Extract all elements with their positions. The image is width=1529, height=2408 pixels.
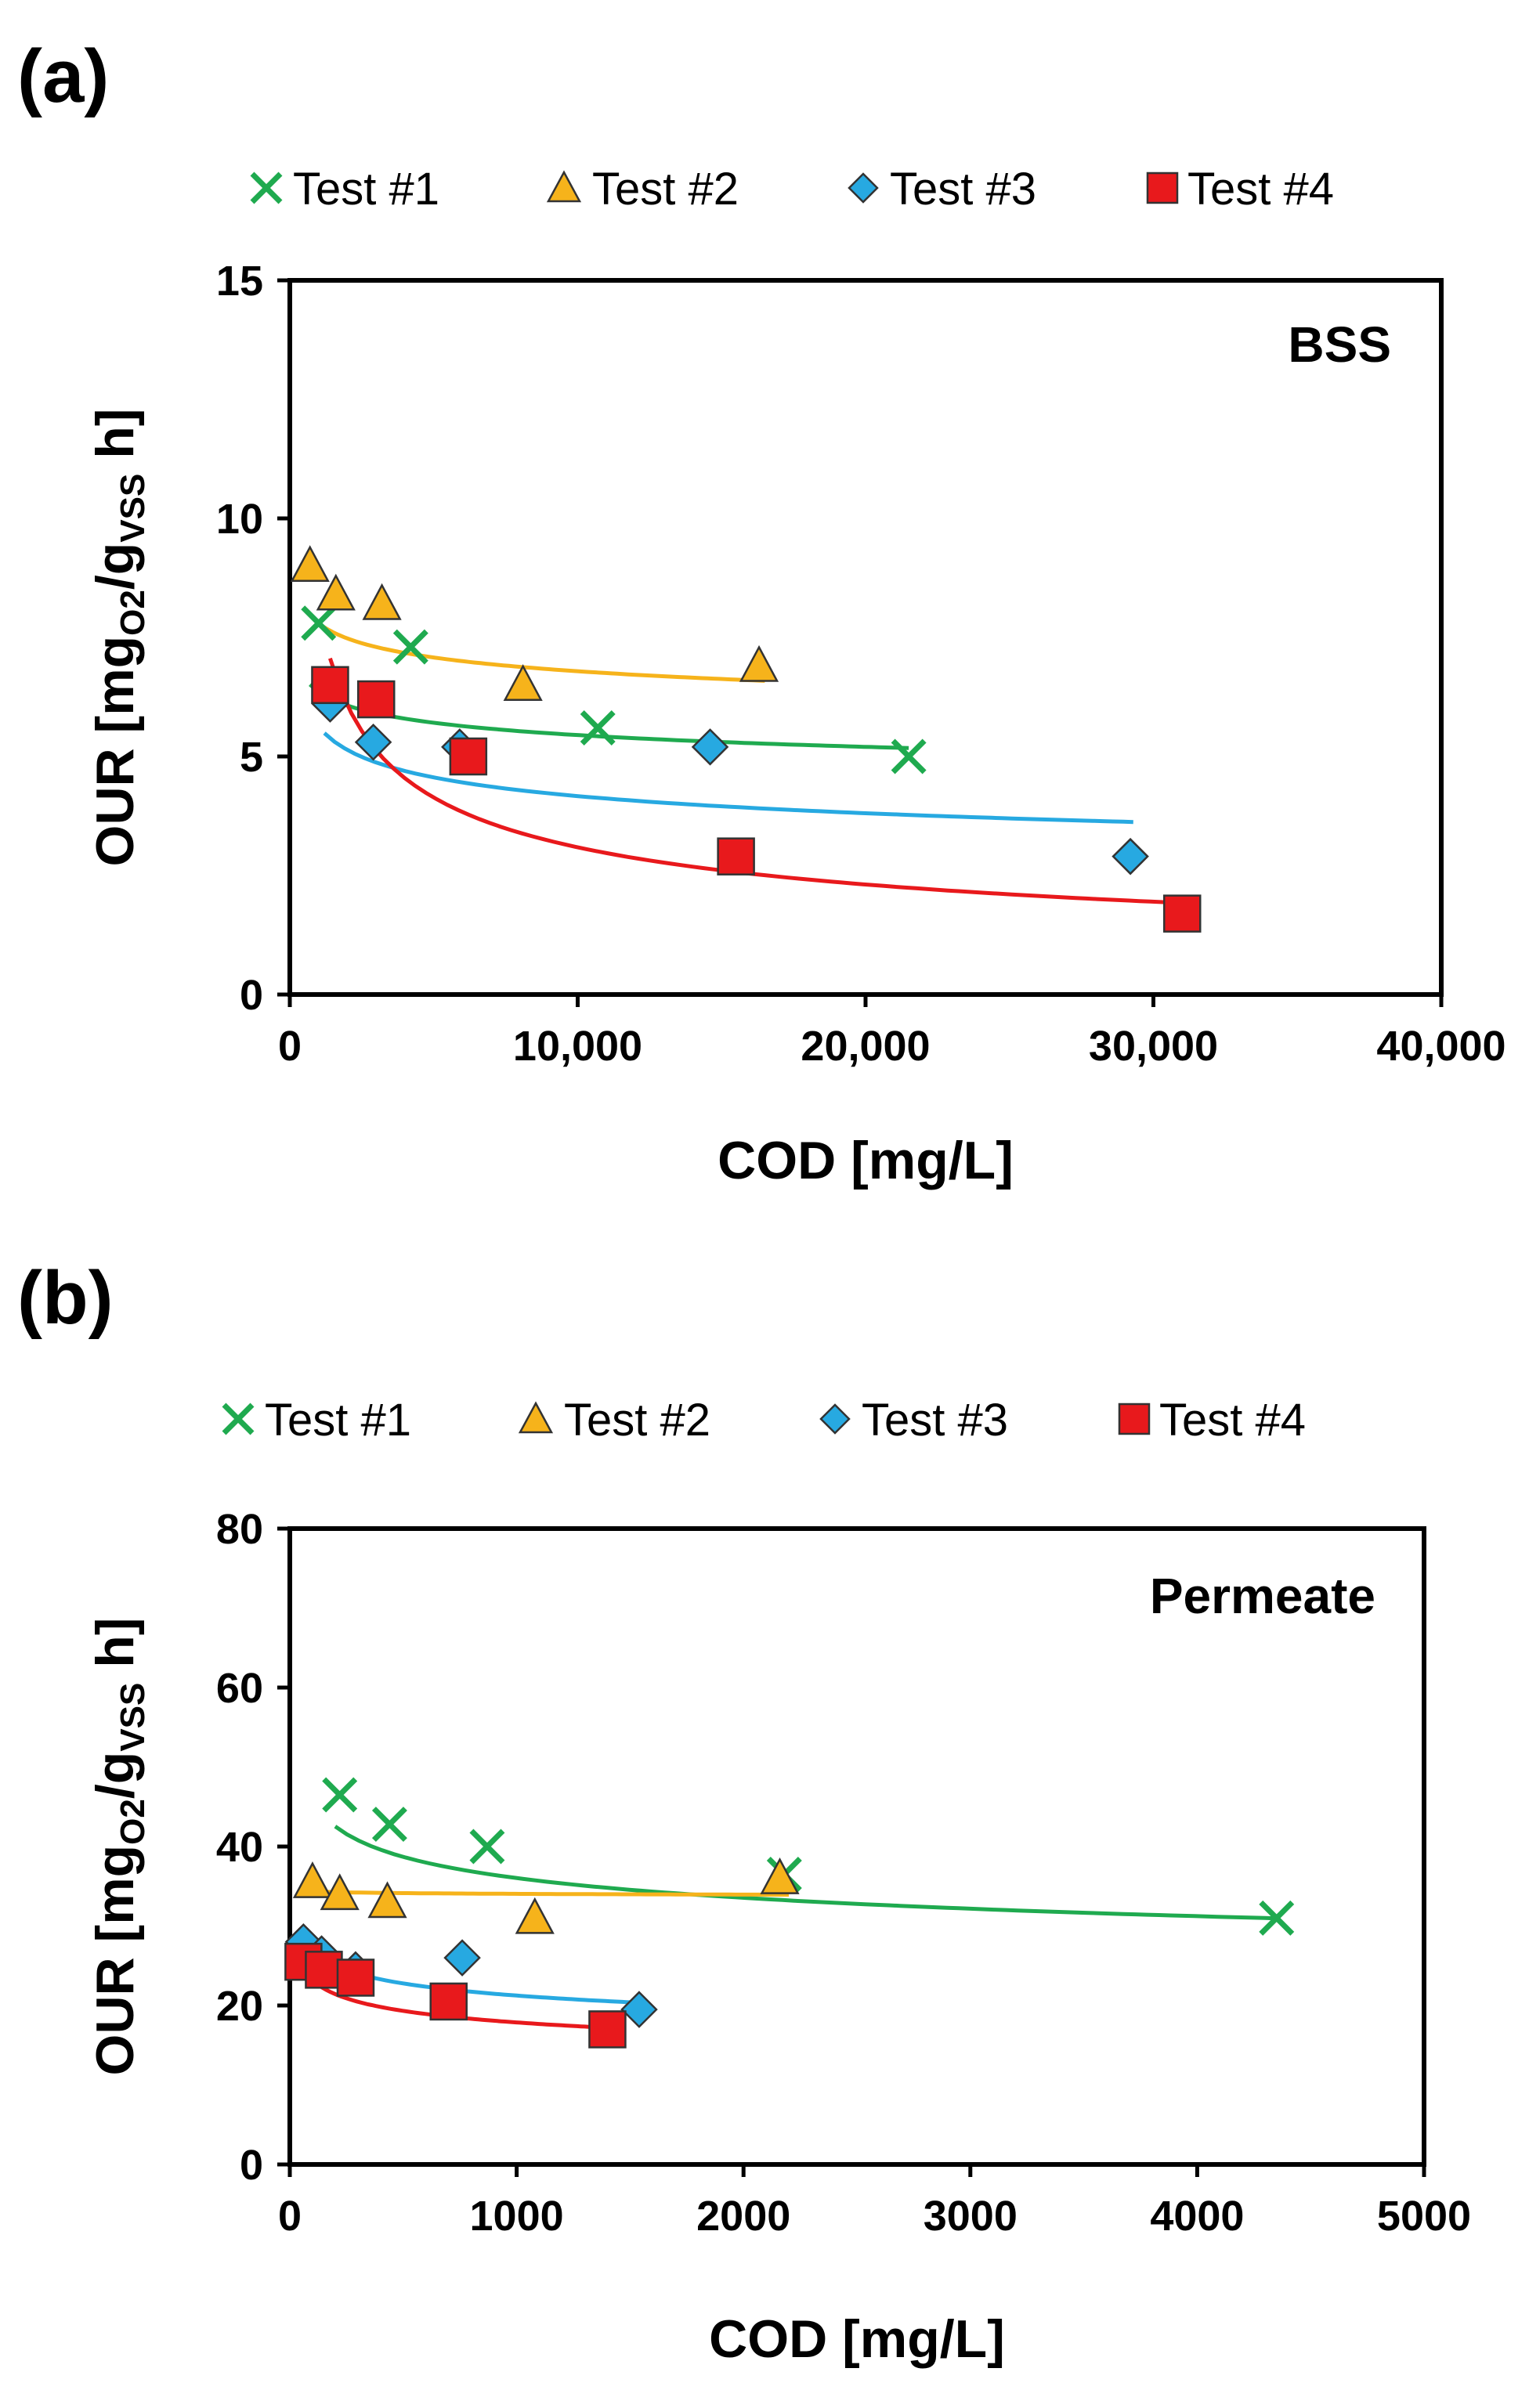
panel-b-point-test2 xyxy=(515,1897,555,1934)
panel-b-y-tick-labels: 0 20 40 60 80 xyxy=(216,1506,263,2189)
panel-a-y-tick-labels: 0 5 10 15 xyxy=(216,258,263,1019)
panel-a-point-test4 xyxy=(311,666,349,705)
panel-a-legend-marker-test4 xyxy=(1146,171,1179,204)
panel-b-legend: Test #1 Test #2 Test #3 Test #4 xyxy=(222,1395,1306,1446)
panel-b-point-test4 xyxy=(305,1951,343,1989)
panel-a-plot: BSS xyxy=(277,278,1444,1007)
panel-b-y-tick-label: 0 xyxy=(240,2142,263,2189)
panel-b-legend-label-test1: Test #1 xyxy=(265,1395,411,1446)
panel-b-legend-label-test2: Test #2 xyxy=(564,1395,710,1446)
panel-b-point-test1 xyxy=(469,1829,505,1865)
panel-b-point-test3 xyxy=(620,1991,658,2028)
panel-a-point-test4 xyxy=(717,837,755,875)
panel-a-point-test1 xyxy=(891,738,927,774)
panel-a-point-test4 xyxy=(1163,894,1202,933)
panel-a-legend-label-test3: Test #3 xyxy=(890,164,1036,215)
panel-b-point-test4 xyxy=(588,2010,627,2049)
panel-b-ticks xyxy=(277,1526,1426,2177)
panel-b-point-test2 xyxy=(292,1861,333,1898)
panel-b-y-tick-label: 60 xyxy=(216,1665,263,1712)
panel-a-ticks xyxy=(277,278,1444,1007)
panel-a-x-tick-label: 10,000 xyxy=(513,1023,642,1070)
panel-b-point-test3 xyxy=(443,1939,481,1977)
panel-a-x-axis-title: COD [mg/L] xyxy=(718,1131,1014,1190)
panel-b-legend-label-test3: Test #3 xyxy=(862,1395,1008,1446)
panel-a-point-test2 xyxy=(316,573,356,611)
panel-b-legend-label-test4: Test #4 xyxy=(1159,1395,1306,1446)
panel-b-label: (b) xyxy=(17,1256,114,1340)
panel-b-x-tick-labels: 0 1000 2000 3000 4000 5000 xyxy=(278,2193,1471,2240)
panel-a-point-test2 xyxy=(739,644,779,682)
panel-b-trendline-test1 xyxy=(334,1825,1277,1921)
panel-a-legend-marker-test1 xyxy=(250,171,283,204)
panel-a-trendline-test2 xyxy=(308,613,765,683)
panel-a-label: (a) xyxy=(17,34,109,118)
panel-b-legend-marker-test3 xyxy=(819,1403,851,1435)
panel-a-point-test2 xyxy=(362,583,402,620)
panel-b-point-test2 xyxy=(320,1873,360,1911)
panel-b-point-test1 xyxy=(371,1807,407,1843)
panel-b-legend-marker-test4 xyxy=(1118,1403,1151,1435)
panel-b-legend-marker-test1 xyxy=(222,1403,255,1435)
panel-a-y-tick-label: 10 xyxy=(216,496,263,543)
panel-b-x-tick-label: 3000 xyxy=(924,2193,1018,2240)
panel-b-x-tick-label: 4000 xyxy=(1150,2193,1244,2240)
panel-a-point-test1 xyxy=(301,605,337,641)
panel-a-point-test2 xyxy=(290,545,330,583)
panel-a-x-tick-labels: 0 10,000 20,000 30,000 40,000 xyxy=(278,1023,1506,1070)
panel-b-x-tick-label: 1000 xyxy=(470,2193,564,2240)
panel-b-point-test1 xyxy=(322,1777,358,1813)
panel-a-legend-marker-test2 xyxy=(546,170,582,203)
panel-a-point-test4 xyxy=(357,680,396,719)
panel-a-y-tick-label: 15 xyxy=(216,258,263,305)
panel-b-y-axis-title: OUR [mgO2/gVSS h] xyxy=(85,1618,152,2076)
panel-a-points xyxy=(290,545,1202,933)
panel-a-legend-marker-test3 xyxy=(848,172,879,204)
panel-a-x-tick-label: 40,000 xyxy=(1376,1023,1506,1070)
panel-a: (a) Test #1 Test #2 Test #3 Test #4 xyxy=(17,34,1506,1190)
panel-a-legend: Test #1 Test #2 Test #3 Test #4 xyxy=(250,164,1334,215)
panel-a-legend-label-test4: Test #4 xyxy=(1187,164,1334,215)
panel-b-point-test2 xyxy=(760,1857,800,1894)
panel-a-point-test1 xyxy=(392,629,428,665)
panel-a-legend-label-test2: Test #2 xyxy=(592,164,739,215)
panel-a-annotation: BSS xyxy=(1288,316,1391,373)
panel-b-x-tick-label: 0 xyxy=(278,2193,302,2240)
panel-a-trendline-test4 xyxy=(328,657,1183,905)
panel-b-x-axis-title: COD [mg/L] xyxy=(709,2309,1005,2369)
panel-a-point-test2 xyxy=(503,664,543,702)
panel-b: (b) Test #1 Test #2 Test #3 Test #4 xyxy=(17,1256,1471,2369)
panel-b-point-test1 xyxy=(1259,1900,1295,1936)
panel-b-point-test4 xyxy=(336,1959,375,1997)
panel-a-point-test4 xyxy=(449,737,488,776)
panel-a-y-tick-label: 5 xyxy=(240,734,263,781)
panel-b-point-test4 xyxy=(429,1982,468,2021)
panel-a-y-axis-title: OUR [mgO2/gVSS h] xyxy=(85,409,152,867)
panel-a-x-tick-label: 30,000 xyxy=(1089,1023,1218,1070)
panel-b-x-tick-label: 2000 xyxy=(696,2193,790,2240)
panel-a-point-test1 xyxy=(580,710,616,746)
panel-a-trendline-test3 xyxy=(323,731,1133,825)
panel-b-x-tick-label: 5000 xyxy=(1377,2193,1471,2240)
panel-a-point-test3 xyxy=(691,728,729,766)
panel-b-points xyxy=(284,1777,1295,2049)
panel-b-point-test2 xyxy=(367,1881,407,1919)
panel-b-plot: Permeate xyxy=(277,1526,1426,2177)
panel-b-y-tick-label: 40 xyxy=(216,1824,263,1871)
panel-b-annotation: Permeate xyxy=(1150,1568,1375,1624)
panel-a-point-test3 xyxy=(354,723,392,761)
panel-a-x-tick-label: 20,000 xyxy=(801,1023,930,1070)
panel-b-y-tick-label: 20 xyxy=(216,1983,263,2030)
panel-a-legend-label-test1: Test #1 xyxy=(293,164,439,215)
panel-b-y-tick-label: 80 xyxy=(216,1506,263,1553)
panel-a-x-tick-label: 0 xyxy=(278,1023,302,1070)
panel-b-legend-marker-test2 xyxy=(518,1401,554,1434)
panel-a-y-tick-label: 0 xyxy=(240,972,263,1019)
panel-a-point-test3 xyxy=(1112,837,1149,875)
